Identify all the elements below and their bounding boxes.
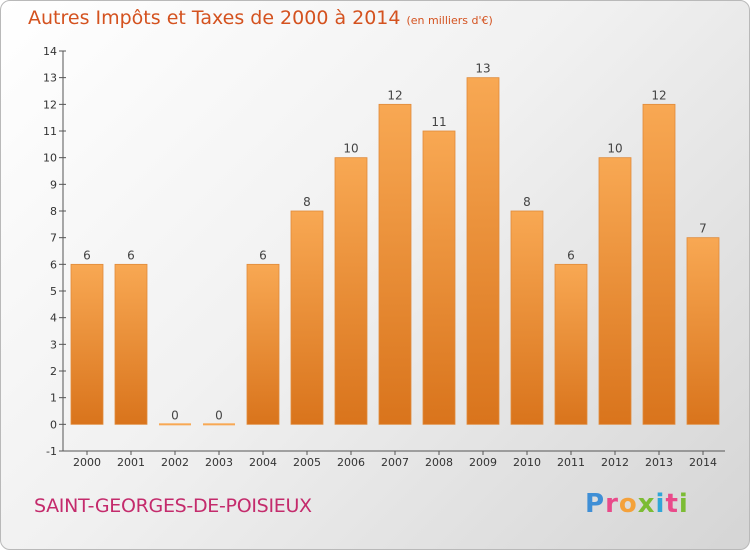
x-tick-label: 2013 xyxy=(645,456,673,469)
y-tick-label: 8 xyxy=(50,205,57,218)
x-tick-label: 2008 xyxy=(425,456,453,469)
bar xyxy=(378,103,412,425)
bar xyxy=(642,103,676,425)
bar xyxy=(114,263,148,425)
y-tick-label: 2 xyxy=(50,365,57,378)
bar-value-label: 6 xyxy=(259,248,267,262)
bar-value-label: 10 xyxy=(343,142,358,156)
title-text: Autres Impôts et Taxes de 2000 à 2014 xyxy=(28,7,401,29)
bar xyxy=(686,237,720,425)
chart-title: Autres Impôts et Taxes de 2000 à 2014 (en… xyxy=(28,7,493,29)
x-tick-label: 2003 xyxy=(205,456,233,469)
bar xyxy=(70,263,104,425)
y-tick-label: -1 xyxy=(46,445,57,458)
bar-value-label: 0 xyxy=(171,408,179,422)
bar xyxy=(290,210,324,425)
x-tick-label: 2011 xyxy=(557,456,585,469)
logo-letter: t xyxy=(665,489,679,519)
bar xyxy=(598,157,632,425)
y-tick-label: 9 xyxy=(50,178,57,191)
y-tick-label: 10 xyxy=(43,152,57,165)
bar-value-label: 8 xyxy=(523,195,531,209)
y-tick-label: 3 xyxy=(50,338,57,351)
y-tick-label: 14 xyxy=(43,45,57,58)
bar-value-label: 6 xyxy=(567,248,575,262)
bar-value-label: 7 xyxy=(699,222,707,236)
logo-letter: P xyxy=(585,489,606,519)
x-tick-label: 2000 xyxy=(73,456,101,469)
logo-letter: o xyxy=(618,489,638,519)
bar-value-label: 6 xyxy=(83,248,91,262)
x-tick-label: 2002 xyxy=(161,456,189,469)
bar-value-label: 6 xyxy=(127,248,135,262)
bar-value-label: 0 xyxy=(215,408,223,422)
town-name: SAINT-GEORGES-DE-POISIEUX xyxy=(34,495,312,517)
logo-letter: i xyxy=(678,489,689,519)
bar xyxy=(510,210,544,425)
y-tick-label: 7 xyxy=(50,232,57,245)
x-tick-label: 2001 xyxy=(117,456,145,469)
x-tick-label: 2009 xyxy=(469,456,497,469)
x-tick-label: 2006 xyxy=(337,456,365,469)
y-tick-label: 5 xyxy=(50,285,57,298)
bar-value-label: 13 xyxy=(475,62,490,76)
bar-value-label: 12 xyxy=(387,88,402,102)
y-tick-label: 12 xyxy=(43,98,57,111)
x-tick-label: 2007 xyxy=(381,456,409,469)
logo-letter: i xyxy=(655,489,666,519)
bar xyxy=(422,130,456,425)
bar-value-label: 12 xyxy=(651,88,666,102)
y-tick-label: 11 xyxy=(43,125,57,138)
bar xyxy=(554,263,588,425)
y-tick-label: 1 xyxy=(50,392,57,405)
x-tick-label: 2005 xyxy=(293,456,321,469)
y-tick-label: 4 xyxy=(50,312,57,325)
x-tick-label: 2012 xyxy=(601,456,629,469)
bar xyxy=(159,423,191,426)
title-unit: (en milliers d'€) xyxy=(406,14,493,27)
bar xyxy=(203,423,235,426)
x-tick-label: 2014 xyxy=(689,456,717,469)
logo-letter: r xyxy=(605,489,619,519)
bar-value-label: 8 xyxy=(303,195,311,209)
x-tick-label: 2004 xyxy=(249,456,277,469)
bar xyxy=(246,263,280,425)
proxiti-logo[interactable]: Proxiti xyxy=(585,489,689,519)
y-tick-label: 13 xyxy=(43,72,57,85)
bar xyxy=(334,157,368,425)
y-tick-label: 0 xyxy=(50,418,57,431)
bar-value-label: 11 xyxy=(431,115,446,129)
y-tick-label: 6 xyxy=(50,258,57,271)
logo-letter: x xyxy=(637,489,656,519)
bar xyxy=(466,77,500,425)
bar-value-label: 10 xyxy=(607,142,622,156)
x-tick-label: 2010 xyxy=(513,456,541,469)
